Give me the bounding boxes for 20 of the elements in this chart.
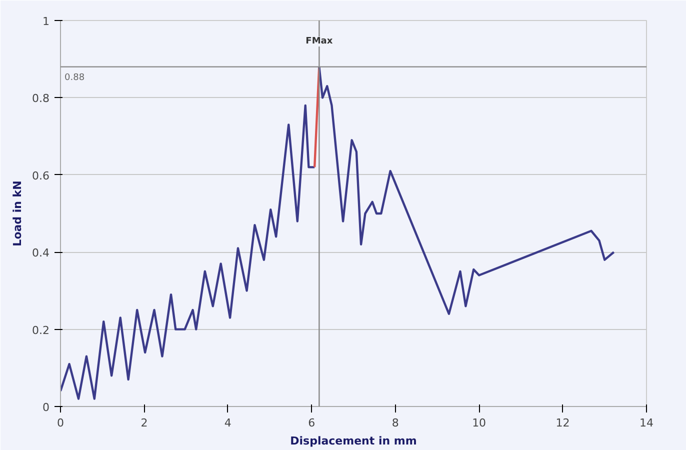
y-tick-label: 0.8 (32, 92, 50, 106)
y-tick-label: 1 (42, 15, 50, 28)
x-tick-label: 14 (640, 416, 654, 430)
y-tick-label: 0 (42, 401, 50, 414)
x-tick-label: 10 (472, 416, 486, 430)
y-tick-label: 0.4 (32, 246, 50, 260)
ref-line-label: 0.88 (64, 72, 85, 83)
x-tick-label: 6 (308, 416, 316, 430)
x-tick-label: 8 (392, 416, 399, 430)
y-axis-title: Load in kN (11, 180, 24, 246)
ref-line-label: FMax (306, 36, 333, 46)
line-series (60, 104, 316, 400)
x-tick-label: 12 (556, 416, 570, 430)
x-tick-label: 0 (57, 416, 64, 430)
x-axis-title: Displacement in mm (290, 434, 417, 448)
line-series (318, 66, 615, 315)
x-tick-label: 2 (140, 416, 148, 430)
y-tick-label: 0.2 (32, 324, 50, 337)
y-tick-label: 0.6 (32, 169, 50, 182)
x-tick-label: 4 (224, 416, 232, 430)
